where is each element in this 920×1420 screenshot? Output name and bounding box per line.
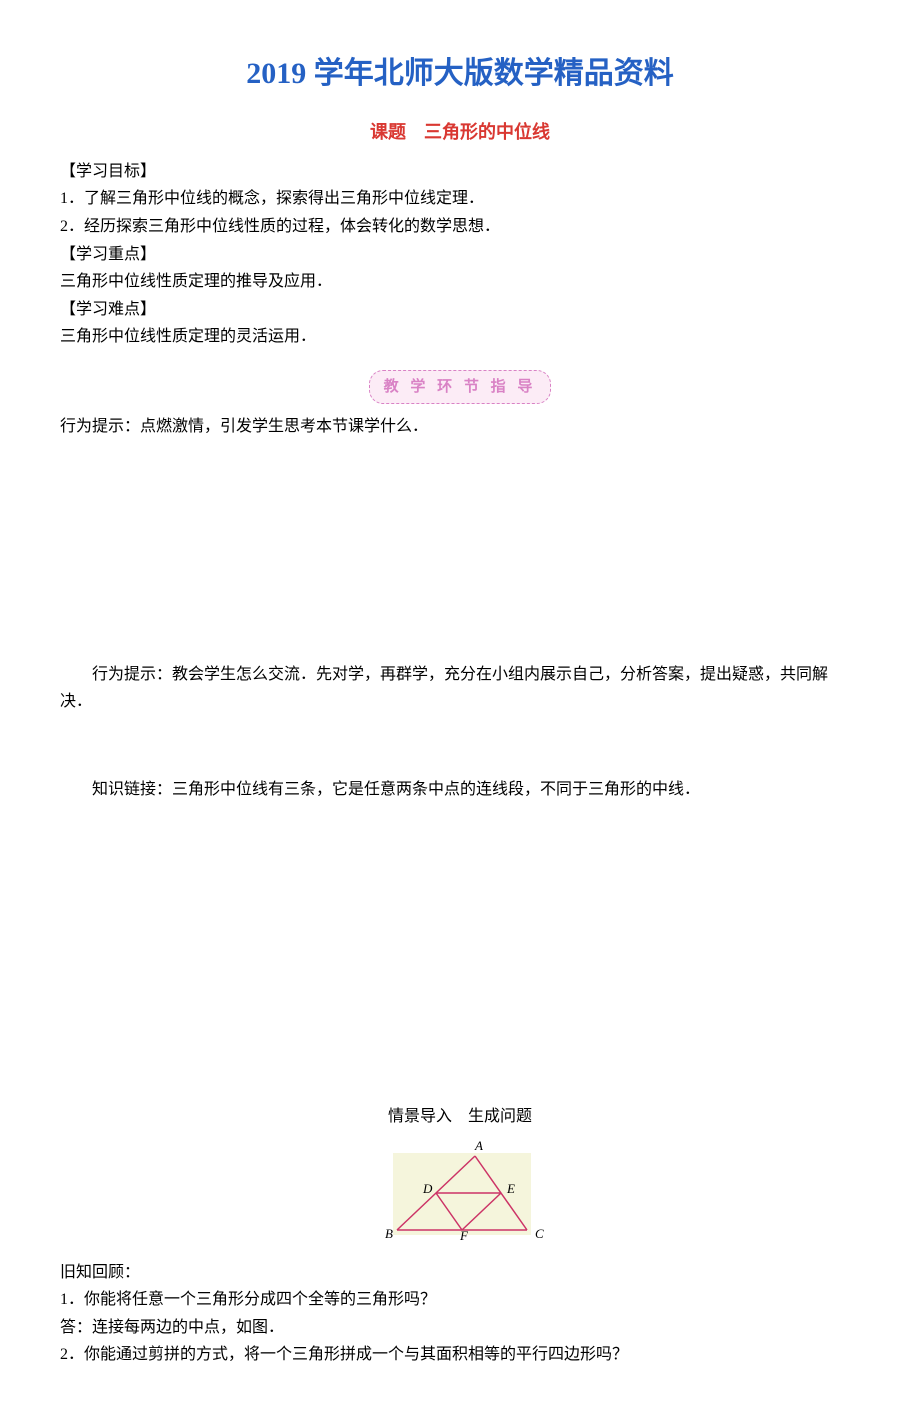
key-header: 【学习重点】 <box>60 242 860 268</box>
tip-1: 行为提示：点燃激情，引发学生思考本节课学什么． <box>60 414 860 440</box>
sub-title: 课题 三角形的中位线 <box>60 118 860 147</box>
question-1: 1．你能将任意一个三角形分成四个全等的三角形吗？ <box>60 1287 860 1313</box>
objectives-header: 【学习目标】 <box>60 159 860 185</box>
main-title: 2019 学年北师大版数学精品资料 <box>60 50 860 98</box>
review-header: 旧知回顾： <box>60 1260 860 1286</box>
difficulty-header: 【学习难点】 <box>60 297 860 323</box>
spacer <box>60 717 860 777</box>
knowledge-link: 知识链接：三角形中位线有三条，它是任意两条中点的连线段，不同于三角形的中线． <box>60 777 860 803</box>
svg-text:C: C <box>535 1226 544 1241</box>
tip-2-line2: 决． <box>60 689 860 715</box>
difficulty-content: 三角形中位线性质定理的灵活运用． <box>60 324 860 350</box>
teaching-badge: 教 学 环 节 指 导 <box>369 370 552 404</box>
svg-text:B: B <box>385 1226 393 1241</box>
svg-text:F: F <box>459 1228 469 1243</box>
objective-1: 1．了解三角形中位线的概念，探索得出三角形中位线定理． <box>60 186 860 212</box>
diagram-container: A B C D E F <box>60 1138 860 1252</box>
spacer <box>60 442 860 662</box>
svg-text:E: E <box>506 1181 515 1196</box>
spacer <box>60 804 860 1104</box>
svg-text:D: D <box>422 1181 433 1196</box>
scenario-title: 情景导入 生成问题 <box>60 1104 860 1130</box>
svg-text:A: A <box>474 1138 483 1153</box>
badge-container: 教 学 环 节 指 导 <box>60 370 860 404</box>
triangle-svg: A B C D E F <box>375 1138 545 1243</box>
tip-2-line1: 行为提示：教会学生怎么交流．先对学，再群学，充分在小组内展示自己，分析答案，提出… <box>60 662 860 688</box>
question-2: 2．你能通过剪拼的方式，将一个三角形拼成一个与其面积相等的平行四边形吗？ <box>60 1342 860 1368</box>
triangle-diagram: A B C D E F <box>375 1138 545 1243</box>
objective-2: 2．经历探索三角形中位线性质的过程，体会转化的数学思想． <box>60 214 860 240</box>
key-content: 三角形中位线性质定理的推导及应用． <box>60 269 860 295</box>
answer-1: 答：连接每两边的中点，如图． <box>60 1315 860 1341</box>
